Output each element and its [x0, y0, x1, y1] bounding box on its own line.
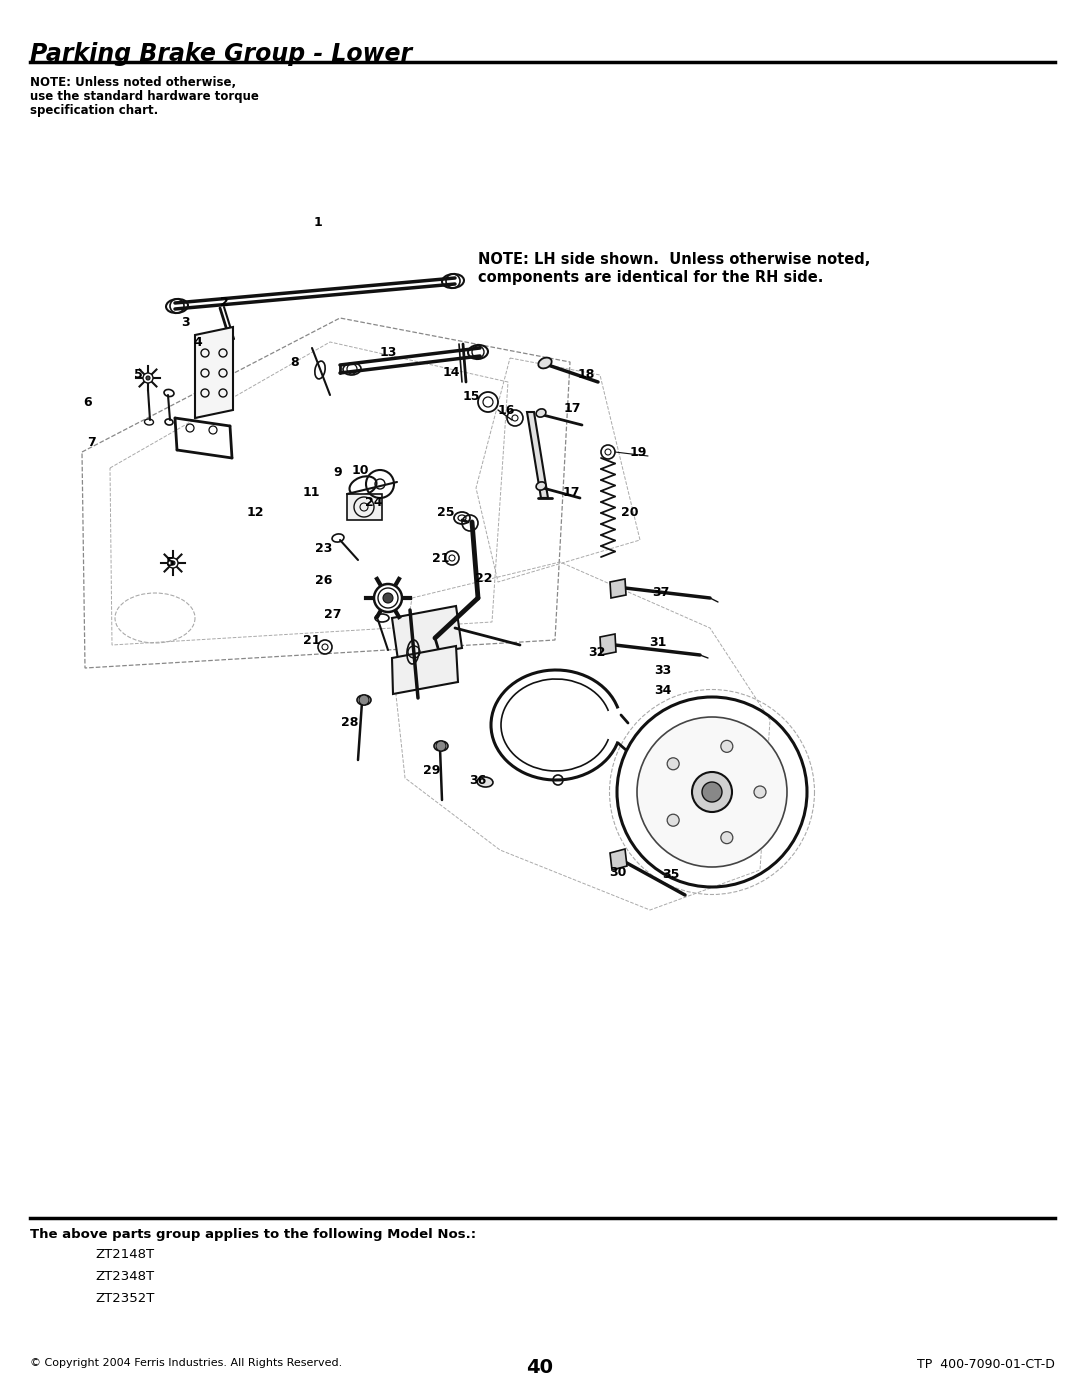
Polygon shape — [195, 327, 233, 418]
Text: 14: 14 — [442, 366, 460, 379]
Text: 10: 10 — [351, 464, 368, 476]
Text: 11: 11 — [302, 486, 320, 500]
Text: 25: 25 — [437, 506, 455, 518]
Text: NOTE: Unless noted otherwise,: NOTE: Unless noted otherwise, — [30, 75, 237, 89]
Text: ZT2352T: ZT2352T — [95, 1292, 154, 1305]
Text: 5: 5 — [134, 369, 143, 381]
Text: 37: 37 — [652, 585, 670, 598]
Circle shape — [720, 740, 733, 753]
Ellipse shape — [538, 358, 552, 369]
Text: 30: 30 — [609, 866, 626, 879]
Text: 1: 1 — [313, 215, 322, 229]
Ellipse shape — [536, 482, 545, 490]
Text: 35: 35 — [662, 868, 679, 880]
Ellipse shape — [536, 409, 545, 418]
Circle shape — [720, 831, 733, 844]
Text: 40: 40 — [527, 1358, 554, 1377]
Text: 31: 31 — [649, 636, 666, 648]
Text: 22: 22 — [475, 571, 492, 584]
Text: 15: 15 — [462, 390, 480, 402]
Text: 3: 3 — [181, 317, 190, 330]
Ellipse shape — [357, 694, 372, 705]
Text: 26: 26 — [315, 574, 333, 587]
Circle shape — [383, 592, 393, 604]
Text: 8: 8 — [291, 356, 299, 369]
Ellipse shape — [434, 740, 448, 752]
Circle shape — [168, 557, 178, 569]
Polygon shape — [527, 412, 548, 497]
Text: © Copyright 2004 Ferris Industries. All Rights Reserved.: © Copyright 2004 Ferris Industries. All … — [30, 1358, 342, 1368]
Polygon shape — [392, 606, 462, 659]
Circle shape — [143, 373, 153, 383]
Text: 18: 18 — [578, 367, 595, 380]
Text: TP  400-7090-01-CT-D: TP 400-7090-01-CT-D — [917, 1358, 1055, 1370]
Text: 9: 9 — [334, 467, 342, 479]
Text: 27: 27 — [324, 609, 341, 622]
Text: 36: 36 — [470, 774, 487, 787]
Text: specification chart.: specification chart. — [30, 103, 159, 117]
Text: 4: 4 — [193, 335, 202, 348]
Text: ZT2148T: ZT2148T — [95, 1248, 154, 1261]
Text: 33: 33 — [654, 665, 672, 678]
Circle shape — [146, 376, 150, 380]
Text: use the standard hardware torque: use the standard hardware torque — [30, 89, 259, 103]
Text: 21: 21 — [303, 634, 321, 647]
Polygon shape — [610, 578, 626, 598]
Text: 16: 16 — [497, 404, 515, 416]
Text: Parking Brake Group - Lower: Parking Brake Group - Lower — [30, 42, 413, 66]
Text: 32: 32 — [589, 647, 606, 659]
Circle shape — [702, 782, 723, 802]
Polygon shape — [392, 645, 458, 694]
Text: The above parts group applies to the following Model Nos.:: The above parts group applies to the fol… — [30, 1228, 476, 1241]
Text: 23: 23 — [315, 542, 333, 555]
Text: components are identical for the RH side.: components are identical for the RH side… — [478, 270, 823, 285]
Text: 13: 13 — [379, 345, 396, 359]
Circle shape — [359, 694, 369, 705]
Circle shape — [637, 717, 787, 868]
Polygon shape — [600, 634, 616, 655]
Text: 12: 12 — [246, 506, 264, 518]
Text: 17: 17 — [564, 401, 581, 415]
Text: 19: 19 — [630, 446, 647, 458]
Circle shape — [374, 584, 402, 612]
Circle shape — [692, 773, 732, 812]
Circle shape — [667, 757, 679, 770]
Text: ZT2348T: ZT2348T — [95, 1270, 154, 1282]
Text: 2: 2 — [219, 296, 228, 309]
Circle shape — [754, 787, 766, 798]
Text: NOTE: LH side shown.  Unless otherwise noted,: NOTE: LH side shown. Unless otherwise no… — [478, 251, 870, 267]
Text: 6: 6 — [83, 395, 92, 408]
Circle shape — [436, 740, 446, 752]
Text: 21: 21 — [432, 552, 449, 564]
Text: 24: 24 — [365, 496, 382, 509]
Ellipse shape — [477, 777, 492, 787]
Text: 28: 28 — [341, 715, 359, 728]
Text: 7: 7 — [87, 436, 96, 450]
Text: 20: 20 — [621, 506, 638, 518]
Circle shape — [667, 814, 679, 826]
Circle shape — [171, 562, 175, 564]
Text: 5: 5 — [165, 556, 174, 569]
Bar — [347, 495, 382, 520]
Text: 29: 29 — [423, 764, 441, 777]
Text: 17: 17 — [563, 486, 580, 499]
Text: 34: 34 — [654, 685, 672, 697]
Polygon shape — [610, 849, 627, 870]
